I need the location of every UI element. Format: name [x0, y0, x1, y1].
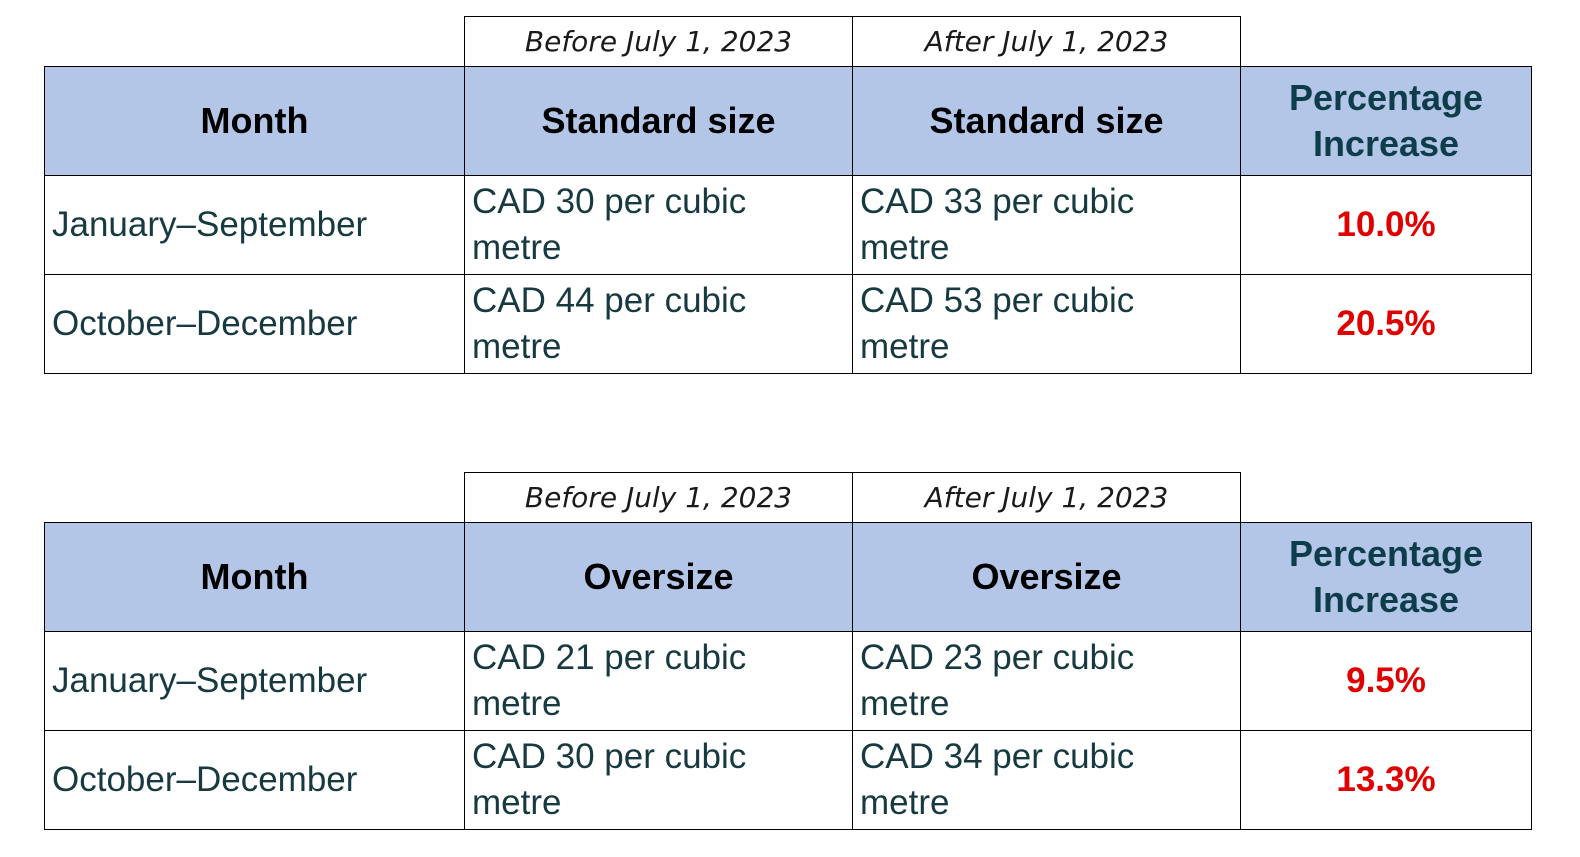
period-before-label: Before July 1, 2023: [464, 16, 853, 66]
after-rate-cell: CAD 53 per cubic metre: [852, 274, 1241, 374]
period-after-label: After July 1, 2023: [852, 16, 1241, 66]
after-rate-cell: CAD 34 per cubic metre: [852, 730, 1241, 830]
before-column-header: Standard size: [464, 66, 853, 176]
month-cell: October–December: [44, 730, 465, 830]
after-column-header: Oversize: [852, 522, 1241, 632]
oversize-rate-table: Month Oversize Oversize Percentage Increa…: [44, 522, 1532, 830]
after-rate-cell: CAD 33 per cubic metre: [852, 175, 1241, 275]
table-row: January–September CAD 21 per cubic metre…: [44, 631, 1532, 731]
percentage-header-line-1: Percentage: [1288, 77, 1484, 118]
month-column-header: Month: [44, 66, 465, 176]
table-header-row: Month Standard size Standard size Percen…: [44, 66, 1532, 176]
before-rate-cell: CAD 30 per cubic metre: [464, 175, 853, 275]
before-rate-cell: CAD 30 per cubic metre: [464, 730, 853, 830]
oversize-rate-table-block: Before July 1, 2023 After July 1, 2023 M…: [44, 472, 1532, 830]
period-after-label: After July 1, 2023: [852, 472, 1241, 522]
after-rate-cell: CAD 23 per cubic metre: [852, 631, 1241, 731]
month-column-header: Month: [44, 522, 465, 632]
before-rate-cell: CAD 21 per cubic metre: [464, 631, 853, 731]
standard-size-rate-table-block: Before July 1, 2023 After July 1, 2023 M…: [44, 16, 1532, 374]
period-header-row: Before July 1, 2023 After July 1, 2023: [44, 472, 1531, 522]
percentage-increase-cell: 10.0%: [1240, 175, 1532, 275]
before-rate-cell: CAD 44 per cubic metre: [464, 274, 853, 374]
period-before-label: Before July 1, 2023: [464, 472, 853, 522]
percentage-increase-column-header: Percentage Increase: [1240, 522, 1532, 632]
before-column-header: Oversize: [464, 522, 853, 632]
percentage-increase-cell: 20.5%: [1240, 274, 1532, 374]
table-row: October–December CAD 44 per cubic metre …: [44, 274, 1532, 374]
percentage-header-line-2: Increase: [1312, 579, 1460, 620]
table-header-row: Month Oversize Oversize Percentage Increa…: [44, 522, 1532, 632]
percentage-increase-column-header: Percentage Increase: [1240, 66, 1532, 176]
after-column-header: Standard size: [852, 66, 1241, 176]
month-cell: January–September: [44, 631, 465, 731]
month-cell: January–September: [44, 175, 465, 275]
percentage-header-line-1: Percentage: [1288, 533, 1484, 574]
month-cell: October–December: [44, 274, 465, 374]
percentage-increase-cell: 9.5%: [1240, 631, 1532, 731]
standard-size-rate-table: Month Standard size Standard size Percen…: [44, 66, 1532, 374]
percentage-increase-cell: 13.3%: [1240, 730, 1532, 830]
table-row: January–September CAD 30 per cubic metre…: [44, 175, 1532, 275]
period-header-row: Before July 1, 2023 After July 1, 2023: [44, 16, 1531, 66]
percentage-header-line-2: Increase: [1312, 123, 1460, 164]
table-row: October–December CAD 30 per cubic metre …: [44, 730, 1532, 830]
